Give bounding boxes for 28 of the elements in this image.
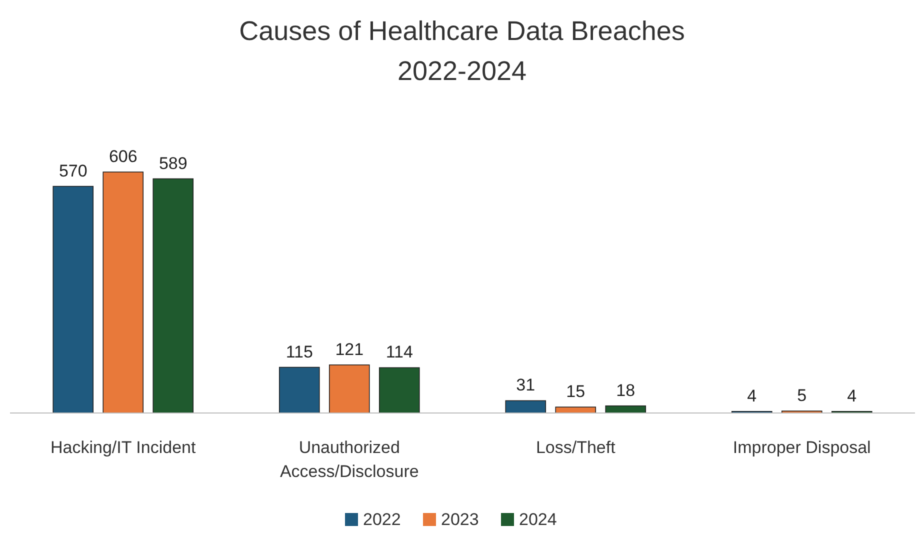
legend-label: 2023: [441, 510, 479, 529]
data-label: 4: [847, 386, 857, 406]
x-tick-label: Improper Disposal: [732, 438, 871, 457]
data-label: 606: [108, 147, 138, 166]
bar: [52, 186, 94, 414]
data-label: 18: [616, 380, 636, 400]
x-tick-label: Loss/Theft: [536, 438, 616, 457]
bar: [278, 366, 320, 414]
x-tick-label: Unauthorized Access/Disclosure: [280, 438, 419, 481]
x-tick-label: Hacking/IT Incident: [50, 438, 196, 457]
data-label: 115: [286, 342, 313, 362]
bar: [505, 400, 546, 414]
bar: [152, 178, 194, 414]
data-label: 15: [566, 382, 586, 402]
bar: [328, 364, 370, 414]
data-label: 5: [797, 386, 807, 406]
data-label: 589: [158, 154, 188, 173]
data-label: 4: [747, 386, 757, 406]
data-label: 31: [516, 376, 536, 395]
bar: [378, 367, 420, 414]
legend-label: 2022: [363, 510, 401, 529]
data-label: 121: [335, 340, 364, 359]
chart-title: Causes of Healthcare Data Breaches: [239, 16, 685, 46]
data-label: 570: [58, 161, 88, 180]
legend-label: 2024: [519, 510, 557, 529]
chart-subtitle: 2022-2024: [397, 56, 527, 86]
data-label: 114: [386, 342, 413, 362]
bar: [102, 172, 144, 414]
